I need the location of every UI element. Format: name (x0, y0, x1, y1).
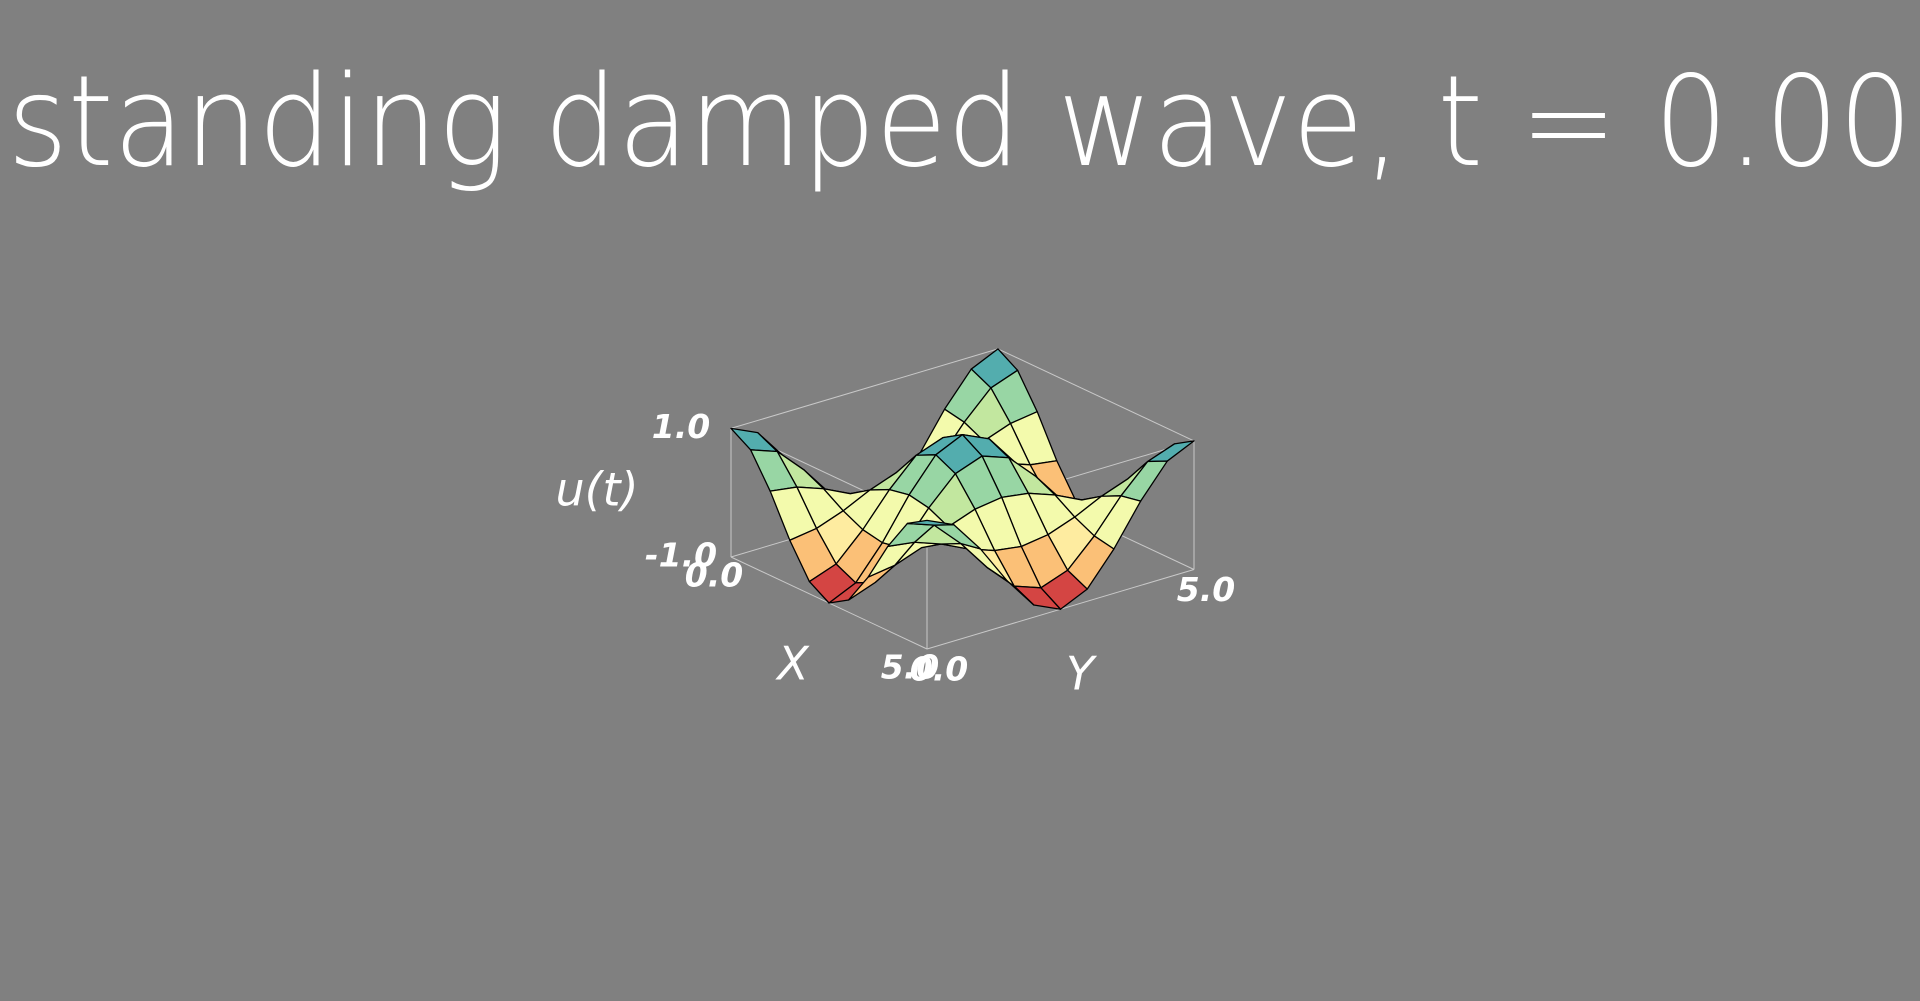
x-tick-label: 5.0 (881, 648, 939, 687)
z-axis-label: u(t) (555, 463, 638, 517)
z-tick-label: 1.0 (652, 407, 710, 446)
box-edge (997, 348, 1195, 442)
y-axis-label: Y (1066, 647, 1098, 701)
box-edge (730, 348, 999, 429)
y-tick-label: 0.0 (910, 650, 968, 689)
y-tick-label: 5.0 (1177, 570, 1235, 609)
surface-cell (906, 519, 955, 526)
chart-title: standing damped wave, t = 0.00 (8, 48, 1913, 195)
z-tick-label: -1.0 (645, 536, 717, 575)
x-tick-label: 0.0 (685, 556, 743, 595)
x-axis-label: X (775, 637, 810, 691)
